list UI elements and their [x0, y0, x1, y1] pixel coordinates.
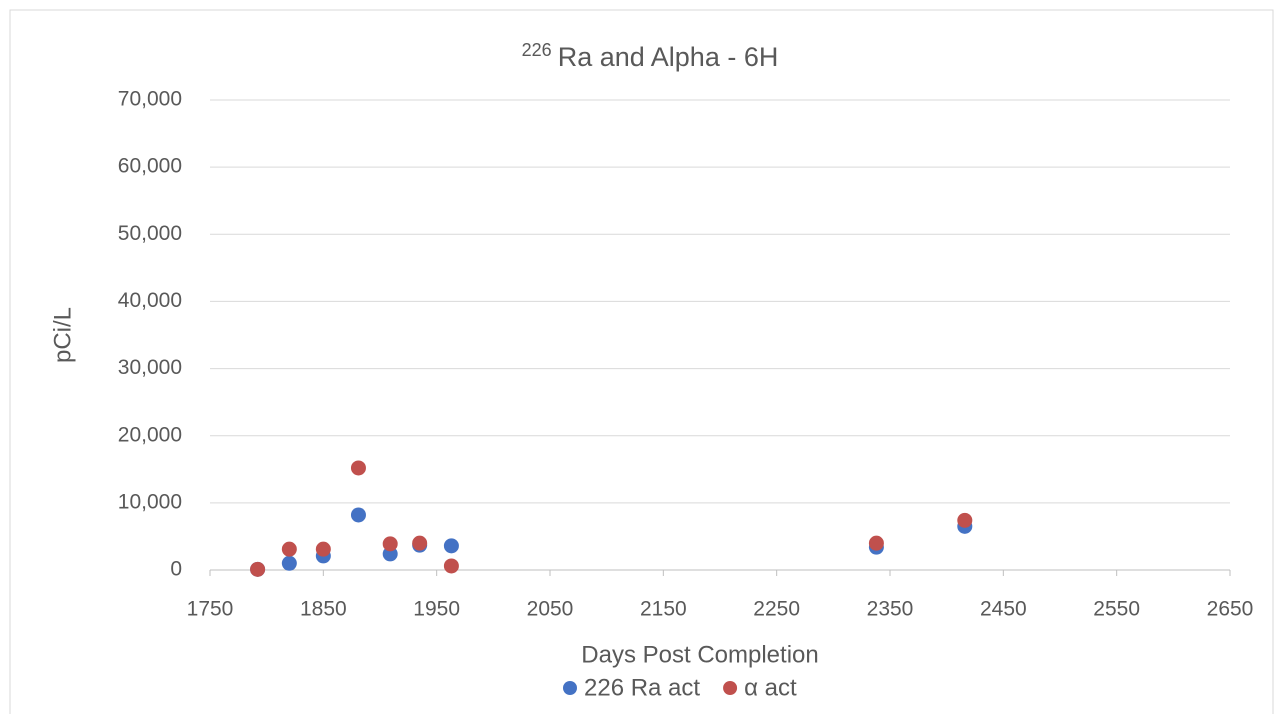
legend-marker	[723, 681, 738, 695]
legend-marker	[563, 681, 577, 695]
title-text: Ra and Alpha - 6H	[558, 42, 779, 72]
chart-frame	[9, 9, 1274, 714]
y-tick-label: 20,000	[118, 423, 182, 446]
legend: 226 Ra act α act	[563, 674, 797, 701]
x-axis-title: Days Post Completion	[581, 641, 818, 668]
point	[412, 535, 428, 551]
point	[382, 536, 398, 552]
x-tick-label: 2150	[640, 598, 687, 621]
x-tick-label: 1950	[413, 598, 460, 621]
y-tick-label: 60,000	[118, 155, 182, 178]
legend-label: α act	[744, 674, 797, 701]
point	[443, 538, 459, 554]
point	[350, 507, 366, 523]
x-tick-label: 1850	[300, 598, 347, 621]
y-tick-label: 10,000	[118, 490, 182, 513]
chart-title: 226 Ra and Alpha - 6H	[522, 40, 779, 72]
x-tick-label: 2450	[980, 598, 1027, 621]
point	[868, 535, 884, 551]
x-tick-label: 2650	[1207, 598, 1254, 621]
point	[350, 460, 366, 476]
y-tick-label: 50,000	[118, 222, 182, 245]
title-superscript: 226	[522, 40, 552, 60]
point	[315, 541, 331, 557]
x-tick-label: 2050	[527, 598, 574, 621]
point	[281, 555, 297, 571]
y-axis-title: pCi/L	[49, 307, 76, 363]
y-tick-label: 0	[170, 558, 182, 581]
y-tick-label: 70,000	[118, 88, 182, 111]
point	[281, 541, 297, 557]
x-tick-label: 2250	[753, 598, 800, 621]
y-tick-label: 30,000	[118, 356, 182, 379]
y-tick-label: 40,000	[118, 289, 182, 312]
legend-label: 226 Ra act	[584, 674, 700, 701]
point	[250, 561, 266, 577]
x-tick-label: 2350	[867, 598, 914, 621]
point	[443, 558, 459, 574]
point	[957, 512, 973, 528]
x-tick-label: 2550	[1093, 598, 1140, 621]
x-tick-label: 1750	[187, 598, 234, 621]
